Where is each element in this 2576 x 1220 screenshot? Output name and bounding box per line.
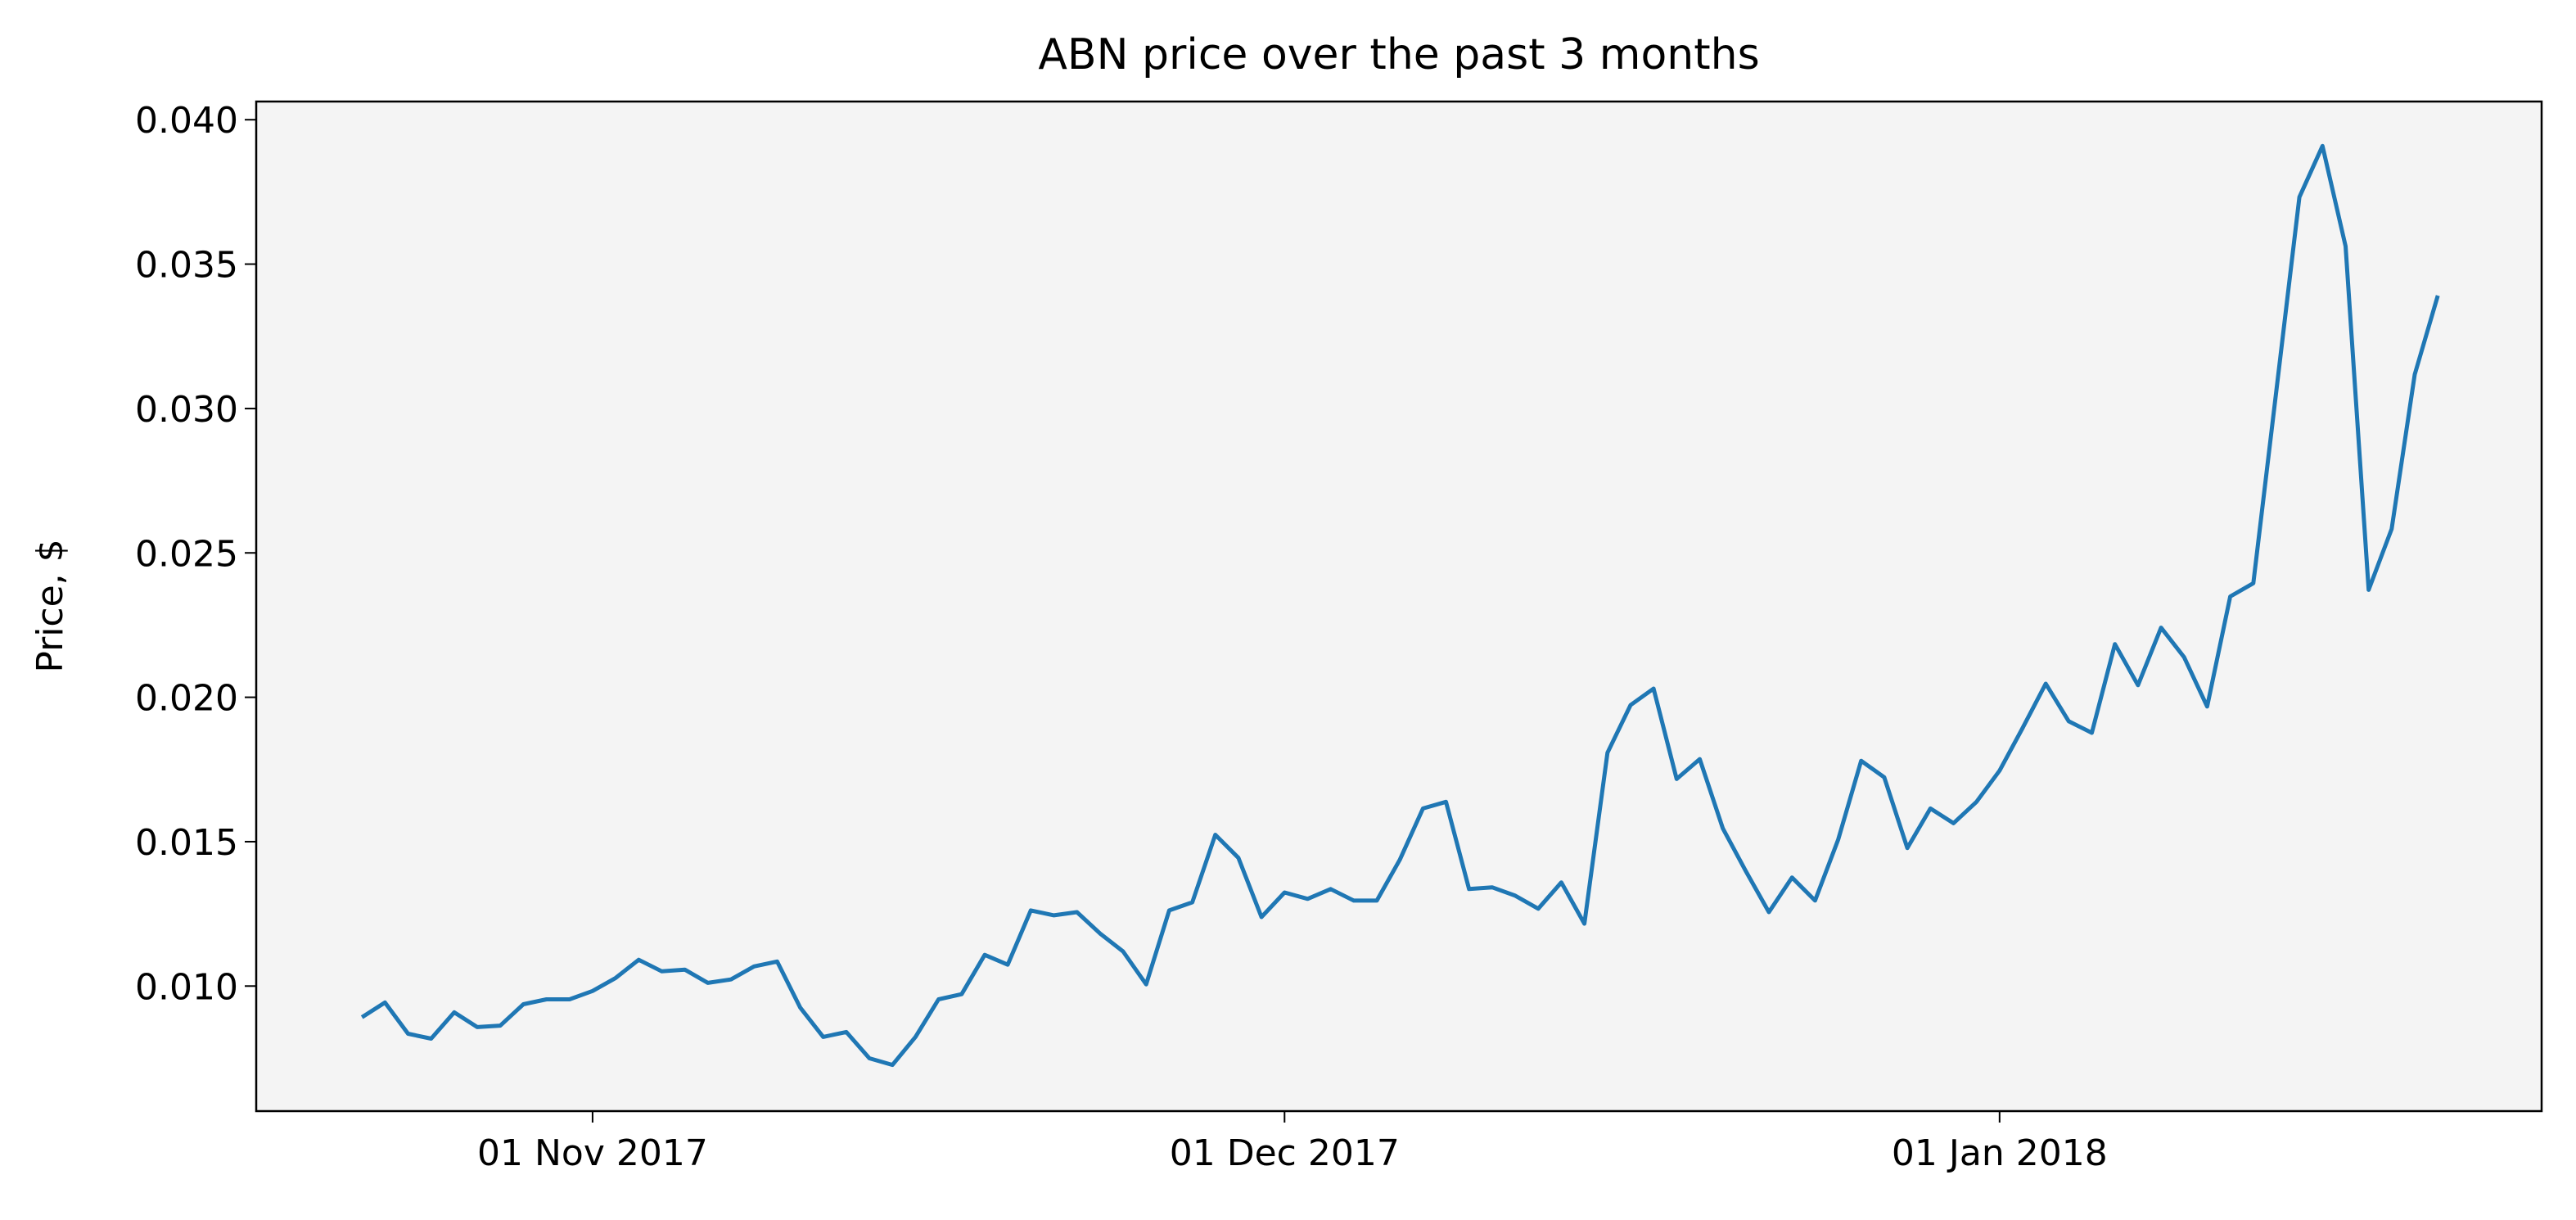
plot-area bbox=[256, 102, 2542, 1111]
chart-title: ABN price over the past 3 months bbox=[1038, 30, 1759, 79]
y-tick-label: 0.035 bbox=[135, 245, 238, 287]
x-tick-label: 01 Dec 2017 bbox=[1170, 1132, 1400, 1174]
x-tick-label: 01 Nov 2017 bbox=[477, 1132, 708, 1174]
y-axis-label: Price, $ bbox=[29, 539, 71, 672]
y-tick-label: 0.025 bbox=[135, 533, 238, 575]
plot-frame bbox=[255, 100, 2543, 1113]
y-tick-label: 0.020 bbox=[135, 678, 238, 720]
y-tick-label: 0.010 bbox=[135, 966, 238, 1008]
y-tick-label: 0.040 bbox=[135, 100, 238, 142]
y-tick-label: 0.015 bbox=[135, 822, 238, 864]
price-line bbox=[360, 143, 2440, 1068]
y-tick-label: 0.030 bbox=[135, 389, 238, 431]
x-tick-label: 01 Jan 2018 bbox=[1892, 1132, 2108, 1174]
